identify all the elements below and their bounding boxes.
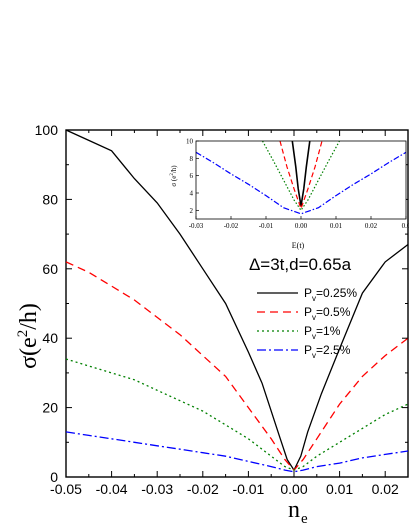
y-tick-label: 80: [42, 191, 58, 207]
legend-label: Pv=2.5%: [304, 343, 351, 360]
inset-y-tick-label: 4: [190, 190, 194, 198]
parameter-annotation: Δ=3t,d=0.65a: [249, 255, 352, 274]
y-tick-label: 40: [42, 330, 58, 346]
main-axis-ticks: -0.05 -0.04 -0.03 -0.02 -0.01 0.00 0.01 0.02020…: [35, 122, 408, 497]
y-tick-label: 100: [35, 122, 59, 138]
legend-label: Pv=0.25%: [304, 286, 357, 303]
inset-x-tick-label: 0.02: [365, 222, 378, 230]
x-axis-title-sub: e: [301, 511, 308, 527]
x-tick-label: -0.05: [50, 481, 82, 497]
y-tick-label: 0: [50, 469, 58, 485]
x-axis-title: n e: [288, 497, 308, 527]
series-line-1: [65, 129, 409, 472]
inset-y-axis-title: σ (e2/h): [170, 165, 178, 187]
inset-x-tick-label: 0.0: [402, 222, 409, 230]
inset-y-tick-label: 2: [190, 207, 194, 215]
inset-x-tick-label: 0.00: [295, 222, 308, 230]
inset-x-tick-label: 0.01: [330, 222, 343, 230]
inset-y-tick-label: 10: [186, 138, 194, 146]
main-plot: -0.05 -0.04 -0.03 -0.02 -0.01 0.00 0.01 0.02020…: [15, 122, 409, 527]
inset-x-axis-title: E(t): [292, 241, 305, 250]
inset-y-tick-label: 6: [190, 172, 194, 180]
x-tick-label: -0.02: [187, 481, 219, 497]
x-tick-label: 0.02: [372, 481, 399, 497]
inset-series-line-3: [261, 140, 341, 212]
inset-series-group: [195, 140, 407, 215]
legend-label: Pv=0.5%: [304, 305, 351, 322]
y-tick-label: 60: [42, 261, 58, 277]
x-tick-label: -0.01: [232, 481, 264, 497]
x-axis-title-main: n: [288, 497, 300, 523]
x-tick-label: -0.03: [141, 481, 173, 497]
y-tick-label: 20: [42, 400, 58, 416]
legend: Pv=0.25% Pv=0.5% Pv=1% Pv=2.5%: [257, 286, 357, 360]
inset-x-tick-label: -0.01: [259, 222, 274, 230]
x-tick-label: 0.01: [326, 481, 353, 497]
inset-x-tick-label: -0.02: [224, 222, 239, 230]
inset-series-line-2: [279, 140, 323, 211]
inset-x-tick-label: -0.03: [189, 222, 204, 230]
x-tick-label: 0.00: [280, 481, 307, 497]
inset-y-tick-label: 8: [190, 155, 194, 163]
x-tick-label: -0.04: [96, 481, 128, 497]
legend-label: Pv=1%: [304, 324, 341, 341]
y-axis-title: σ(e2/h): [15, 303, 42, 369]
inset-series-line-1: [291, 140, 311, 207]
main-series-group: [65, 129, 409, 473]
